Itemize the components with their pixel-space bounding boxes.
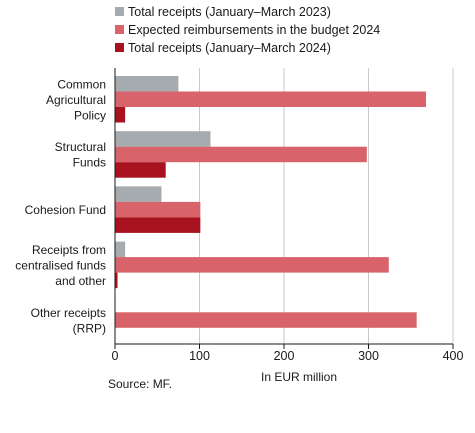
category-label-2: Structural Funds <box>55 140 106 170</box>
legend-label-1: Total receipts (January–March 2023) <box>128 5 331 19</box>
bar-cat2-series3 <box>115 162 166 178</box>
category-label-3: Cohesion Fund <box>25 203 106 217</box>
bar-cat3-series1 <box>115 186 162 202</box>
bar-cat4-series3 <box>115 272 118 289</box>
x-tick-label-400: 400 <box>443 349 464 363</box>
legend: Total receipts (January–March 2023) Expec… <box>115 5 380 55</box>
bar-cat4-series2 <box>115 257 389 273</box>
legend-label-2: Expected reimbursements in the budget 20… <box>128 23 380 37</box>
bar-cat3-series2 <box>115 201 201 218</box>
x-axis: 0 100 200 300 400 <box>112 68 464 363</box>
bar-cat3-series3 <box>115 217 201 233</box>
source-note: Source: MF. <box>108 377 172 391</box>
bar-cat2-series2 <box>115 146 367 163</box>
bar-cat2-series1 <box>115 131 211 147</box>
legend-swatch-1 <box>115 7 124 16</box>
bar-cat1-series1 <box>115 76 179 92</box>
legend-label-3: Total receipts (January–March 2024) <box>128 41 331 55</box>
category-label-1: Common Agricultural Policy <box>46 77 106 122</box>
category-label-4: Receipts from centralised funds and other <box>15 243 106 288</box>
x-tick-label-0: 0 <box>112 349 119 363</box>
y-axis-labels: Common Agricultural Policy Structural Funds C… <box>15 77 106 335</box>
bar-cat1-series3 <box>115 107 126 123</box>
category-label-5: Other receipts (RRP) <box>31 306 106 336</box>
grid <box>199 68 454 344</box>
x-tick-label-100: 100 <box>189 349 210 363</box>
x-axis-label: In EUR million <box>261 370 337 384</box>
x-tick-label-200: 200 <box>274 349 295 363</box>
bar-cat1-series2 <box>115 91 426 107</box>
x-tick-label-300: 300 <box>358 349 379 363</box>
bar-cat4-series1 <box>115 241 126 258</box>
legend-swatch-3 <box>115 43 124 52</box>
legend-swatch-2 <box>115 25 124 34</box>
bars <box>115 76 426 328</box>
bar-cat5-series2 <box>115 312 417 328</box>
